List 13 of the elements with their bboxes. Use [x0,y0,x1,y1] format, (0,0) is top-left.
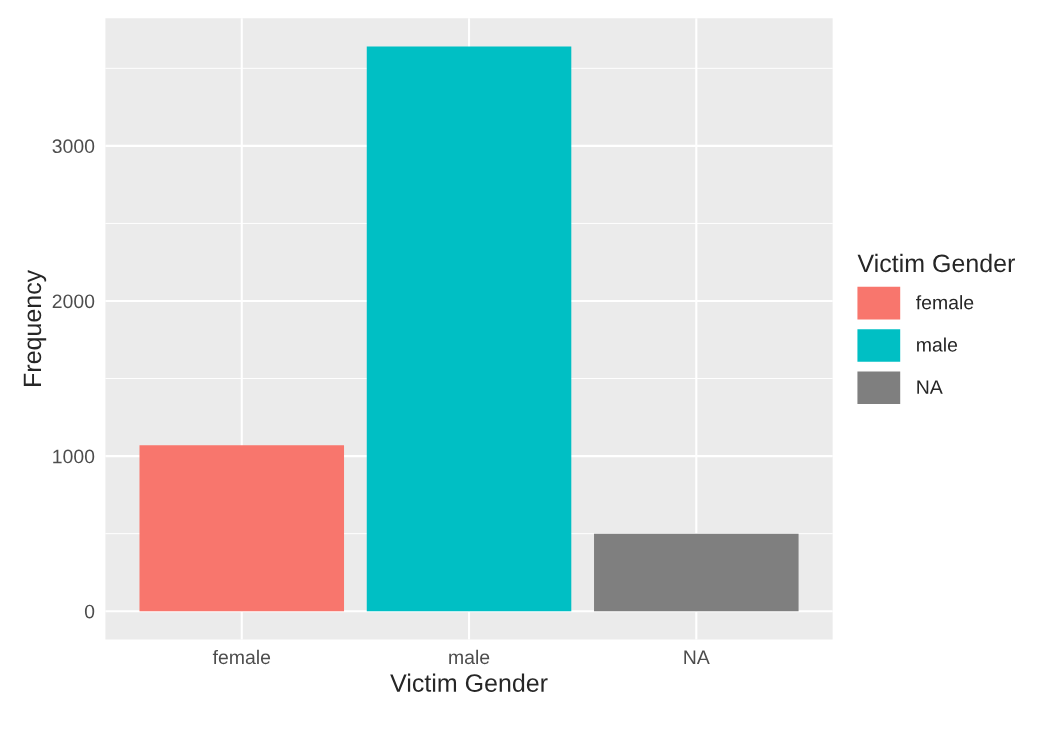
y-tick-label: 1000 [53,449,95,464]
y-axis-title: Frequency [23,269,47,386]
y-tick-label: 2000 [52,294,95,309]
x-axis-title: Victim Gender [390,673,548,692]
legend-label: NA [917,380,943,394]
legend-label: male [917,337,958,352]
x-tick-label: male [449,649,490,665]
y-tick-label: 0 [84,604,95,619]
legend-title: Victim Gender [857,253,1015,273]
x-tick-label: female [212,649,271,665]
y-tick-label: 3000 [52,139,95,154]
x-tick-label: NA [684,650,710,664]
legend-label: female [916,295,974,310]
